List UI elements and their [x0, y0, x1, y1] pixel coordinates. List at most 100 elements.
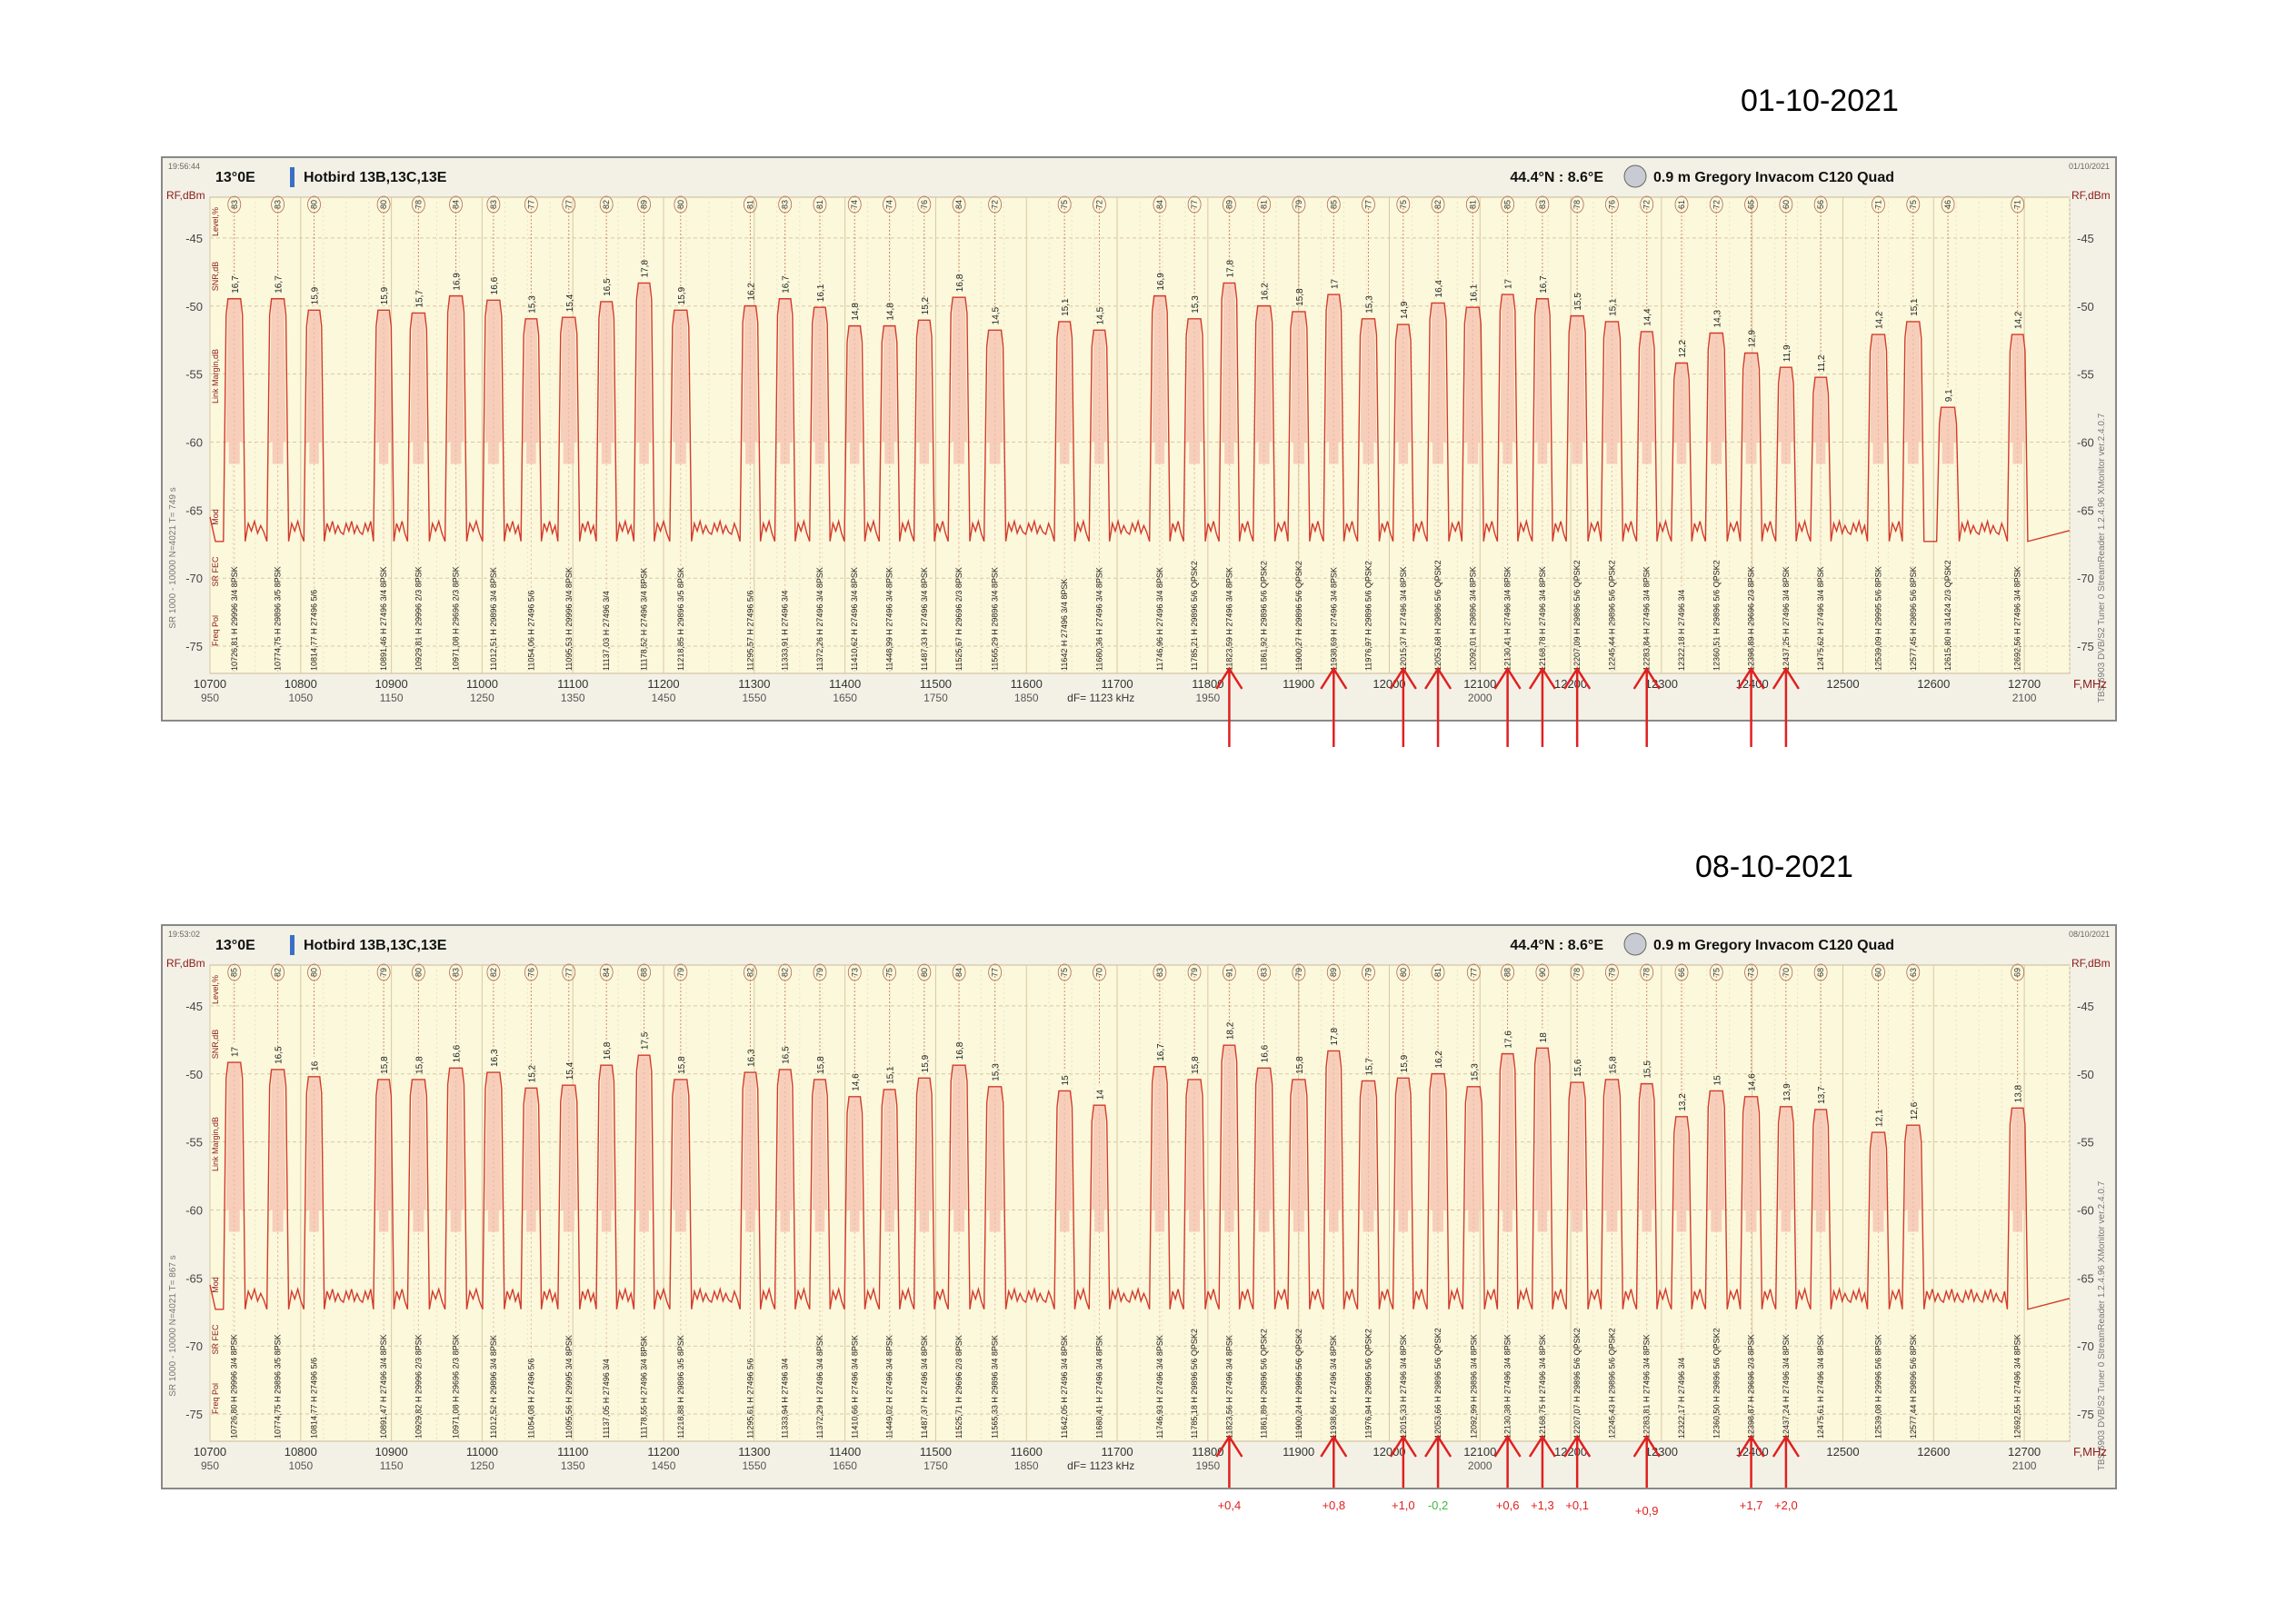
- level-value: 85: [230, 968, 239, 977]
- transponder-params: 12092,01 H 29896 3/4 8PSK: [1468, 566, 1477, 671]
- level-circle: [1431, 963, 1445, 981]
- level-value: 76: [920, 200, 929, 209]
- link-margin-area: [269, 298, 286, 443]
- snr-value: 17,8: [1330, 1028, 1340, 1046]
- transponder: 79 15,8 12245,43 H 29896 5/6 QPSK2: [1605, 963, 1619, 1439]
- transponder: 72 14,4 12283,84 H 27496 3/4 8PSK: [1640, 195, 1654, 672]
- level-value: 74: [885, 200, 894, 209]
- red-arrow: [1563, 666, 1592, 747]
- if-tick-label: 1650: [833, 692, 857, 704]
- x-tick-label: 12600: [1917, 677, 1950, 691]
- level-circle: [1093, 963, 1106, 981]
- link-margin-area: [1186, 318, 1203, 443]
- x-axis-label: F,MHz: [2073, 677, 2107, 691]
- red-arrow: [1737, 666, 1765, 747]
- level-circle: [376, 963, 391, 981]
- level-value: 77: [564, 200, 574, 209]
- snr-delta-label: +0,9: [1635, 1504, 1659, 1518]
- if-tick-label: 1950: [1196, 1459, 1221, 1472]
- level-value: 82: [781, 968, 790, 977]
- level-value: 60: [1782, 200, 1791, 209]
- level-value: 80: [1399, 968, 1408, 977]
- header-date: 08/10/2021: [2069, 930, 2110, 939]
- snr-value: 12,6: [1910, 1101, 1920, 1120]
- red-arrow: [1424, 1434, 1452, 1488]
- snr-value: 12,2: [1678, 340, 1688, 358]
- snr-value: 16,2: [746, 283, 756, 301]
- spectrum-trace: [209, 282, 2071, 543]
- transponder-params: 11410,62 H 27496 3/4 8PSK: [850, 567, 859, 671]
- snr-value: 16,8: [955, 274, 965, 292]
- transponder-params: 11095,53 H 29996 3/4 8PSK: [564, 567, 574, 671]
- transponder-params: 12360,50 H 29896 5/6 QPSK2: [1712, 1328, 1721, 1439]
- top-chart-date: 01-10-2021: [1741, 84, 1899, 118]
- level-circle: [637, 195, 651, 214]
- level-circle: [1570, 195, 1584, 214]
- snr-value: 16,9: [453, 273, 463, 291]
- red-arrow: [1772, 1434, 1800, 1488]
- level-circle: [1640, 963, 1654, 981]
- level-value: 75: [1399, 200, 1408, 209]
- snr-value: 15,8: [1295, 1056, 1305, 1074]
- transponder: 72 14,3 12360,51 H 29896 5/6 QPSK2: [1709, 195, 1723, 672]
- arrow-head: [1528, 666, 1556, 690]
- level-circle: [1709, 963, 1723, 981]
- level-circle: [1396, 963, 1411, 981]
- link-margin-area: [1502, 1210, 1512, 1232]
- x-tick-label: 11000: [466, 1445, 498, 1459]
- level-circle: [307, 195, 321, 214]
- transponder: 84 16,8 11525,71 H 29696 2/3 8PSK: [952, 963, 966, 1439]
- level-value: 66: [1677, 968, 1686, 977]
- transponder-params: 11525,67 H 29696 2/3 8PSK: [954, 567, 963, 671]
- level-circle: [1093, 195, 1106, 214]
- level-value: 71: [1874, 200, 1883, 209]
- snr-value: 16,3: [490, 1049, 500, 1067]
- transponder-params: 11449,02 H 27496 3/4 8PSK: [885, 1335, 894, 1439]
- transponder-params: 11938,66 H 27496 3/4 8PSK: [1329, 1335, 1338, 1439]
- transponder: 89 17,8 11178,52 H 27496 3/4 8PSK: [637, 195, 651, 672]
- snr-value: 14: [1095, 1090, 1105, 1100]
- transponder-params: 12692,55 H 27496 3/4 8PSK: [2013, 1334, 2022, 1439]
- level-circle: [524, 195, 538, 214]
- link-margin-area: [1152, 1066, 1168, 1210]
- link-margin-area: [1872, 1210, 1884, 1232]
- link-margin-area: [1673, 1116, 1690, 1210]
- x-tick-label: 12500: [1826, 1445, 1859, 1459]
- red-arrow: [1632, 666, 1661, 747]
- level-circle: [1362, 963, 1375, 981]
- transponder: 60 12,1 12539,08 H 29996 5/6 8PSK: [1872, 963, 1885, 1439]
- arrow-head: [1493, 1434, 1522, 1458]
- transponder-params: 12245,44 H 29896 5/6 QPSK2: [1607, 560, 1616, 671]
- level-value: 90: [1538, 968, 1547, 977]
- link-margin-area: [639, 1210, 649, 1232]
- level-circle: [1466, 963, 1481, 981]
- transponder: 82 16,5 10774,75 H 29896 3/5 8PSK: [271, 963, 285, 1439]
- transponder-params: 12577,44 H 29896 5/6 8PSK: [1909, 1334, 1918, 1439]
- level-circle: [917, 963, 932, 981]
- link-margin-area: [882, 325, 897, 443]
- link-margin-area: [1326, 294, 1342, 443]
- link-margin-area: [1224, 1210, 1234, 1232]
- level-value: 79: [379, 968, 388, 977]
- y-tick-label-right: -60: [2077, 1203, 2094, 1217]
- snr-value: 14,6: [851, 1073, 861, 1091]
- link-margin-area: [1360, 318, 1377, 443]
- transponder: 46 9,1 12615,80 H 31424 2/3 QPSK2: [1941, 195, 1955, 672]
- snr-value: 18: [1539, 1032, 1549, 1043]
- transponder-params: 12168,78 H 27496 3/4 8PSK: [1538, 566, 1547, 671]
- snr-value: 15,3: [1364, 295, 1374, 314]
- transponder: 84 16,9 10971,08 H 29696 2/3 8PSK: [449, 195, 463, 672]
- transponder: 73 14,6 12398,87 H 29696 2/3 8PSK: [1744, 963, 1758, 1439]
- transponder-params: 11372,29 H 27496 3/4 8PSK: [815, 1335, 824, 1439]
- transponder-params: 12053,66 H 29896 5/6 QPSK2: [1433, 1328, 1442, 1439]
- snr-value: 15,3: [1470, 1063, 1480, 1081]
- level-value: 79: [1294, 200, 1303, 209]
- level-circle: [1257, 195, 1272, 214]
- y-axis-label: RF,dBm: [166, 189, 205, 202]
- if-tick-label: 1850: [1014, 692, 1039, 704]
- link-margin-area: [306, 1076, 322, 1210]
- transponder-params: 11178,52 H 27496 3/4 8PSK: [640, 568, 649, 671]
- if-tick-label: 1250: [470, 1459, 494, 1472]
- y-tick-label-right: -55: [2077, 1136, 2094, 1150]
- transponder: 83 16,6 11861,89 H 29896 5/6 QPSK2: [1257, 963, 1272, 1439]
